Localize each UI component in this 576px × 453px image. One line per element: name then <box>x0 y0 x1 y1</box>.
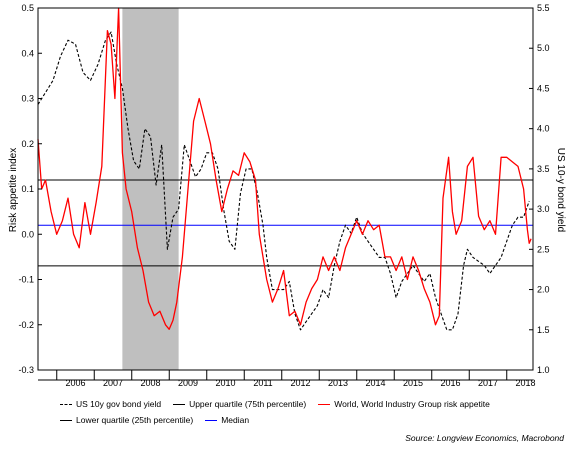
legend-label: US 10y gov bond yield <box>76 399 162 409</box>
y-axis-title-left: Risk appetite index <box>8 148 19 233</box>
legend-item-upper-quartile: Upper quartile (75th percentile) <box>173 399 306 409</box>
x-tick-label: 2012 <box>290 378 310 388</box>
y-axis-title-right: US 10-y bond yield <box>555 148 566 233</box>
series-bond-yield-line <box>37 31 530 331</box>
x-tick-label: 2015 <box>403 378 423 388</box>
series-risk-appetite-line <box>37 7 532 330</box>
y-tick-label-right: 2.0 <box>537 285 550 295</box>
x-tick-label: 2018 <box>515 378 535 388</box>
x-tick-label: 2017 <box>478 378 498 388</box>
legend-swatch-red <box>318 403 331 405</box>
y-tick-label-left: 0.1 <box>21 184 34 194</box>
legend-swatch-blue <box>205 419 218 421</box>
x-tick-label: 2014 <box>365 378 385 388</box>
legend-label: World, World Industry Group risk appetit… <box>334 399 490 409</box>
y-tick-label-right: 3.0 <box>537 204 550 214</box>
y-tick-label-right: 5.5 <box>537 3 550 13</box>
y-tick-label-right: 2.5 <box>537 244 550 254</box>
legend-row-2: Lower quartile (25th percentile) Median <box>60 412 570 428</box>
legend-item-bond-yield: US 10y gov bond yield <box>60 399 161 409</box>
y-tick-label-left: -0.1 <box>18 275 34 285</box>
x-tick-label: 2007 <box>103 378 123 388</box>
x-tick-label: 2013 <box>328 378 348 388</box>
y-tick-label-left: 0.2 <box>21 139 34 149</box>
x-tick-label: 2016 <box>440 378 460 388</box>
recession-shading <box>122 8 179 370</box>
legend: US 10y gov bond yield Upper quartile (75… <box>60 396 570 428</box>
x-tick-label: 2006 <box>65 378 85 388</box>
y-tick-label-right: 4.0 <box>537 124 550 134</box>
y-tick-label-left: -0.2 <box>18 320 34 330</box>
source-note: Source: Longview Economics, Macrobond <box>405 433 564 443</box>
y-tick-label-right: 1.5 <box>537 325 550 335</box>
y-tick-label-left: 0.5 <box>21 3 34 13</box>
y-tick-label-right: 4.5 <box>537 83 550 93</box>
legend-item-risk-appetite: World, World Industry Group risk appetit… <box>318 399 490 409</box>
legend-item-median: Median <box>205 415 249 425</box>
y-tick-label-left: -0.3 <box>18 365 34 375</box>
legend-swatch-black <box>173 403 186 405</box>
y-tick-label-left: 0.3 <box>21 94 34 104</box>
x-tick-label: 2011 <box>253 378 272 388</box>
x-tick-label: 2010 <box>215 378 235 388</box>
legend-label: Upper quartile (75th percentile) <box>189 399 307 409</box>
x-tick-label: 2009 <box>178 378 198 388</box>
legend-row-1: US 10y gov bond yield Upper quartile (75… <box>60 396 570 412</box>
y-tick-label-left: 0.4 <box>21 48 34 58</box>
plot-area: 0.5 0.4 0.3 0.2 0.1 0.0 -0.1 -0.2 -0.3 5.5 5.0 4.5 4… <box>18 3 549 388</box>
y-tick-label-right: 5.0 <box>537 43 550 53</box>
y-tick-label-right: 1.0 <box>537 365 550 375</box>
legend-label: Lower quartile (25th percentile) <box>76 415 194 425</box>
legend-label: Median <box>221 415 250 425</box>
legend-item-lower-quartile: Lower quartile (25th percentile) <box>60 415 193 425</box>
x-tick-label: 2008 <box>140 378 160 388</box>
y-tick-label-left: 0.0 <box>21 229 34 239</box>
legend-swatch-black <box>60 419 72 421</box>
y-tick-label-right: 3.5 <box>537 164 550 174</box>
legend-swatch-dashed <box>60 403 72 405</box>
